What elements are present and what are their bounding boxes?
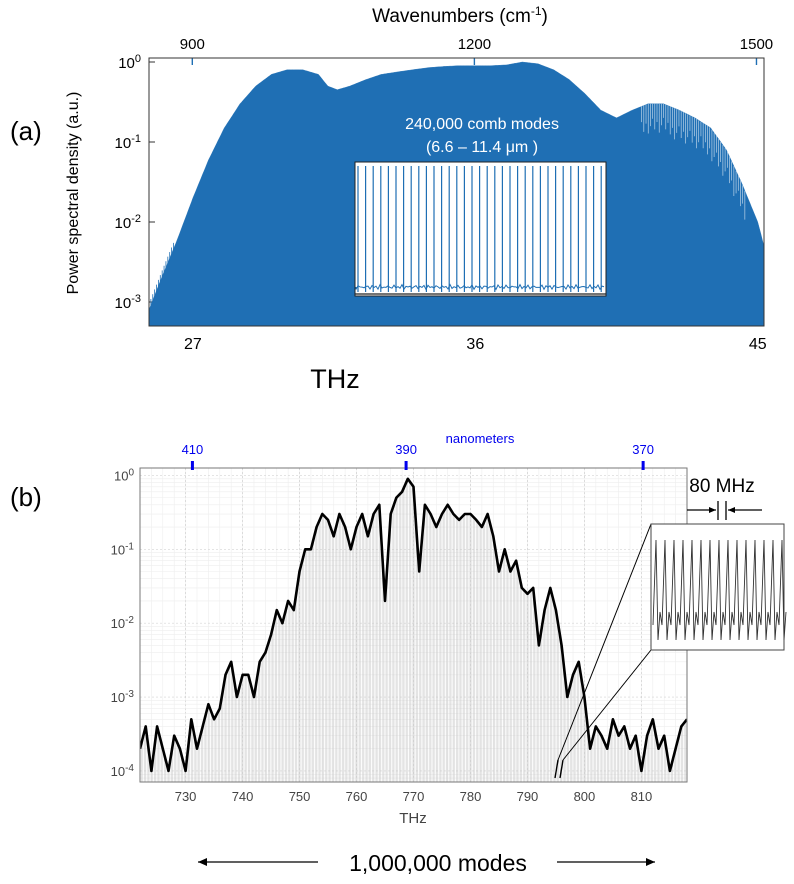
panel-a-axes-frame	[148, 57, 765, 327]
top-tick-label: 1500	[740, 36, 773, 53]
panel-b-inset	[650, 523, 787, 651]
panel-a-x-axis-title: THz	[310, 364, 360, 394]
top-tick-label: 410	[182, 442, 204, 457]
zoom-marker-right	[559, 759, 564, 779]
panel-b-inset-waveform	[652, 539, 787, 641]
y-tick-label: 10-1	[111, 541, 135, 558]
panel-b-envelope-line	[140, 477, 687, 773]
top-tick-label: 390	[395, 442, 417, 457]
panel-b-comb-lines	[140, 478, 687, 782]
y-tick-label: 10-2	[115, 213, 141, 232]
modes-arrowhead-right	[646, 858, 655, 866]
panel-a-annotation-line2: (6.6 – 11.4 μm )	[426, 139, 538, 156]
spacing-arrowhead-left	[709, 507, 716, 513]
panel-b-x-axis-title: THz	[399, 810, 427, 827]
x-tick-label: 27	[184, 336, 202, 353]
top-tick-label: 900	[180, 36, 205, 53]
x-tick-label: 760	[346, 789, 368, 804]
x-tick-label: 730	[175, 789, 197, 804]
top-tick-mark	[641, 461, 645, 470]
panel-b-y-ticks: 100 10-1 10-2 10-3 10-4	[111, 467, 135, 779]
y-tick-label: 10-1	[115, 133, 141, 152]
panel-a-y-axis-title: Power spectral density (a.u.)	[65, 92, 82, 295]
panel-a-top-ticks: 900 1200 1500	[180, 36, 773, 65]
panel-a-inset	[354, 161, 607, 297]
panel-a-comb-lines	[149, 103, 746, 313]
spacing-marker: 80 MHz	[687, 476, 762, 520]
modes-span-marker: 1,000,000 modes	[198, 850, 655, 876]
zoom-line-upper	[557, 523, 652, 761]
y-tick-label: 10-3	[111, 689, 135, 706]
x-tick-label: 45	[749, 336, 767, 353]
panel-b-label: (b)	[10, 482, 42, 512]
zoom-line-lower	[562, 649, 652, 761]
panel-a: (a) Wavenumbers (cm-1) Power spectral de…	[10, 4, 773, 394]
panel-a-annotation-line1: 240,000 comb modes	[405, 116, 559, 133]
x-tick-label: 36	[466, 336, 484, 353]
panel-a-label: (a)	[10, 116, 42, 146]
y-tick-label: 100	[118, 53, 141, 72]
x-tick-label: 770	[403, 789, 425, 804]
panel-b-x-ticks: 730 740 750 760 770 780 790 800 810	[175, 789, 653, 804]
top-tick-mark	[190, 461, 194, 470]
panel-a-inset-frame	[354, 161, 607, 297]
inset-noise-floor	[355, 283, 605, 291]
y-tick-label: 10-4	[111, 762, 135, 779]
x-tick-label: 740	[232, 789, 254, 804]
spacing-arrowhead-right	[728, 507, 735, 513]
y-tick-label: 10-2	[111, 615, 135, 632]
panel-a-top-axis-title: Wavenumbers (cm-1)	[372, 4, 548, 27]
zoom-marker-left	[554, 759, 559, 779]
x-tick-label: 790	[517, 789, 539, 804]
y-tick-label: 100	[114, 467, 134, 484]
x-tick-label: 800	[574, 789, 596, 804]
panel-b-top-ticks: 410 390 370	[182, 442, 654, 470]
panel-a-inset-comb-lines	[355, 166, 605, 292]
top-tick-label: 1200	[458, 36, 491, 53]
modes-label: 1,000,000 modes	[349, 850, 527, 876]
x-tick-label: 750	[289, 789, 311, 804]
top-tick-label: 370	[632, 442, 654, 457]
top-tick-mark	[404, 461, 408, 470]
panel-a-y-ticks: 100 10-1 10-2 10-3	[115, 53, 155, 312]
panel-b-zoom-callout	[554, 523, 652, 779]
y-tick-label: 10-3	[115, 293, 141, 312]
modes-arrowhead-left	[198, 858, 207, 866]
spacing-label: 80 MHz	[689, 476, 754, 497]
panel-b-top-axis-title: nanometers	[446, 431, 515, 446]
x-tick-label: 780	[460, 789, 482, 804]
x-tick-label: 810	[631, 789, 653, 804]
